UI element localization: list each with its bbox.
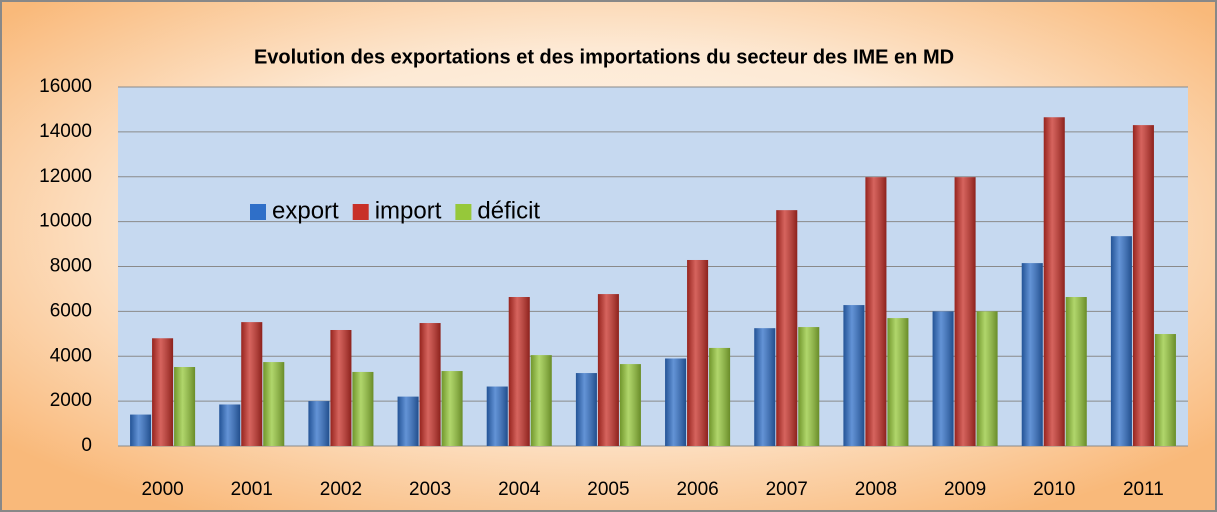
y-tick-label: 12000 xyxy=(39,166,92,187)
y-tick-label: 0 xyxy=(81,435,92,456)
bar-shine xyxy=(219,404,241,446)
x-tick-label: 2009 xyxy=(944,479,986,500)
legend-label: export xyxy=(272,197,339,224)
bar-shine xyxy=(441,371,463,446)
bar-shine xyxy=(1065,297,1087,446)
x-tick-label: 2010 xyxy=(1033,479,1075,500)
legend-label: import xyxy=(375,197,442,224)
bar-shine xyxy=(152,338,174,446)
x-tick-label: 2004 xyxy=(498,479,541,500)
bar-shine xyxy=(619,364,641,446)
bar-shine xyxy=(1132,125,1154,447)
bar-shine xyxy=(843,305,865,446)
bar-shine xyxy=(530,355,552,446)
bar-shine xyxy=(1043,117,1065,447)
bar-shine xyxy=(687,259,709,446)
chart-title: Evolution des exportations et des import… xyxy=(254,46,954,68)
bar-shine xyxy=(932,311,954,446)
bar-shine xyxy=(887,318,909,446)
bar-shine xyxy=(798,327,820,446)
bar-shine xyxy=(330,329,352,446)
bar-shine xyxy=(308,401,330,446)
bar-shine xyxy=(954,177,976,447)
bar-shine xyxy=(709,347,731,446)
y-tick-label: 2000 xyxy=(50,390,92,411)
x-tick-label: 2001 xyxy=(231,479,273,500)
bar-shine xyxy=(397,396,419,446)
bar-shine xyxy=(865,177,887,447)
legend-label: déficit xyxy=(477,197,540,224)
bar-shine xyxy=(352,371,374,446)
y-tick-label: 14000 xyxy=(39,121,92,142)
bar-shine xyxy=(174,367,196,446)
bar-shine xyxy=(130,414,152,446)
bar-shine xyxy=(486,386,508,446)
x-tick-label: 2000 xyxy=(141,479,183,500)
x-tick-label: 2003 xyxy=(409,479,451,500)
x-tick-label: 2002 xyxy=(320,479,362,500)
bar-shine xyxy=(263,362,285,446)
bar-shine xyxy=(754,328,776,446)
bar-shine xyxy=(976,311,998,446)
bar-shine xyxy=(575,373,597,446)
y-tick-label: 6000 xyxy=(50,300,92,321)
bar-shine xyxy=(665,358,687,446)
y-tick-label: 8000 xyxy=(50,256,92,277)
x-tick-label: 2011 xyxy=(1123,479,1164,500)
y-tick-label: 4000 xyxy=(50,345,92,366)
x-tick-label: 2007 xyxy=(766,479,808,500)
bar-shine xyxy=(241,322,263,446)
legend-swatch xyxy=(250,204,266,220)
bar-shine xyxy=(1110,236,1132,446)
bar-shine xyxy=(597,294,619,446)
bar-shine xyxy=(419,323,441,446)
y-tick-label: 10000 xyxy=(39,211,92,232)
bar-shine xyxy=(508,297,530,446)
legend-swatch xyxy=(352,204,369,220)
x-tick-label: 2008 xyxy=(855,479,897,500)
bar-shine xyxy=(776,210,798,446)
x-tick-label: 2005 xyxy=(587,479,629,500)
bar-shine xyxy=(1154,334,1176,446)
x-tick-label: 2006 xyxy=(676,479,718,500)
y-tick-label: 16000 xyxy=(39,76,92,97)
bar-shine xyxy=(1021,263,1043,446)
legend-swatch xyxy=(455,204,472,220)
